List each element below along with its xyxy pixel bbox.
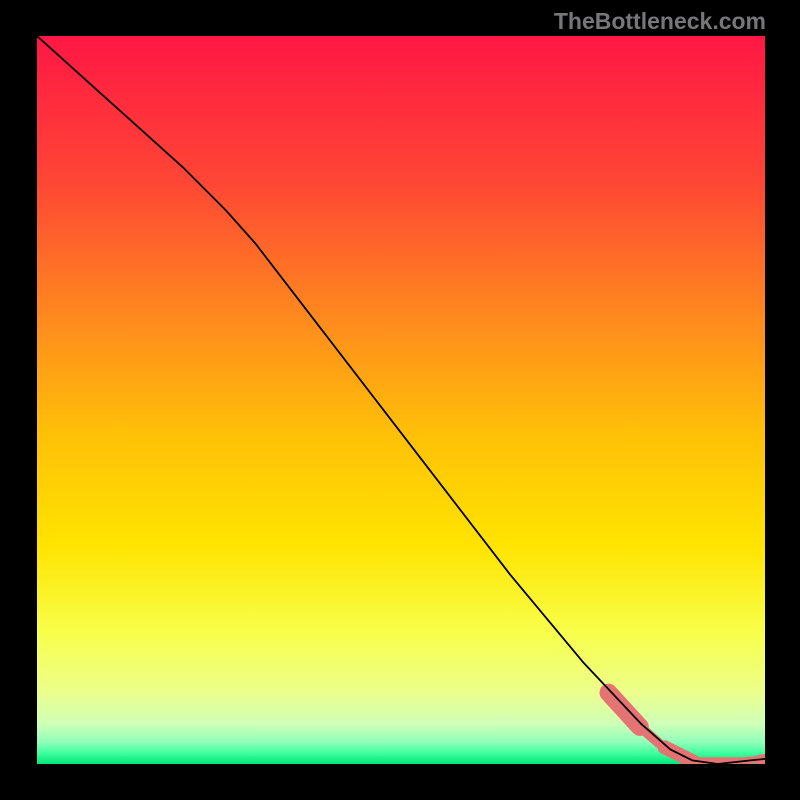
chart-background — [37, 36, 765, 764]
chart-frame: TheBottleneck.com — [0, 0, 800, 800]
chart-svg — [37, 36, 765, 764]
watermark-text: TheBottleneck.com — [554, 8, 766, 35]
plot-area — [37, 36, 765, 764]
